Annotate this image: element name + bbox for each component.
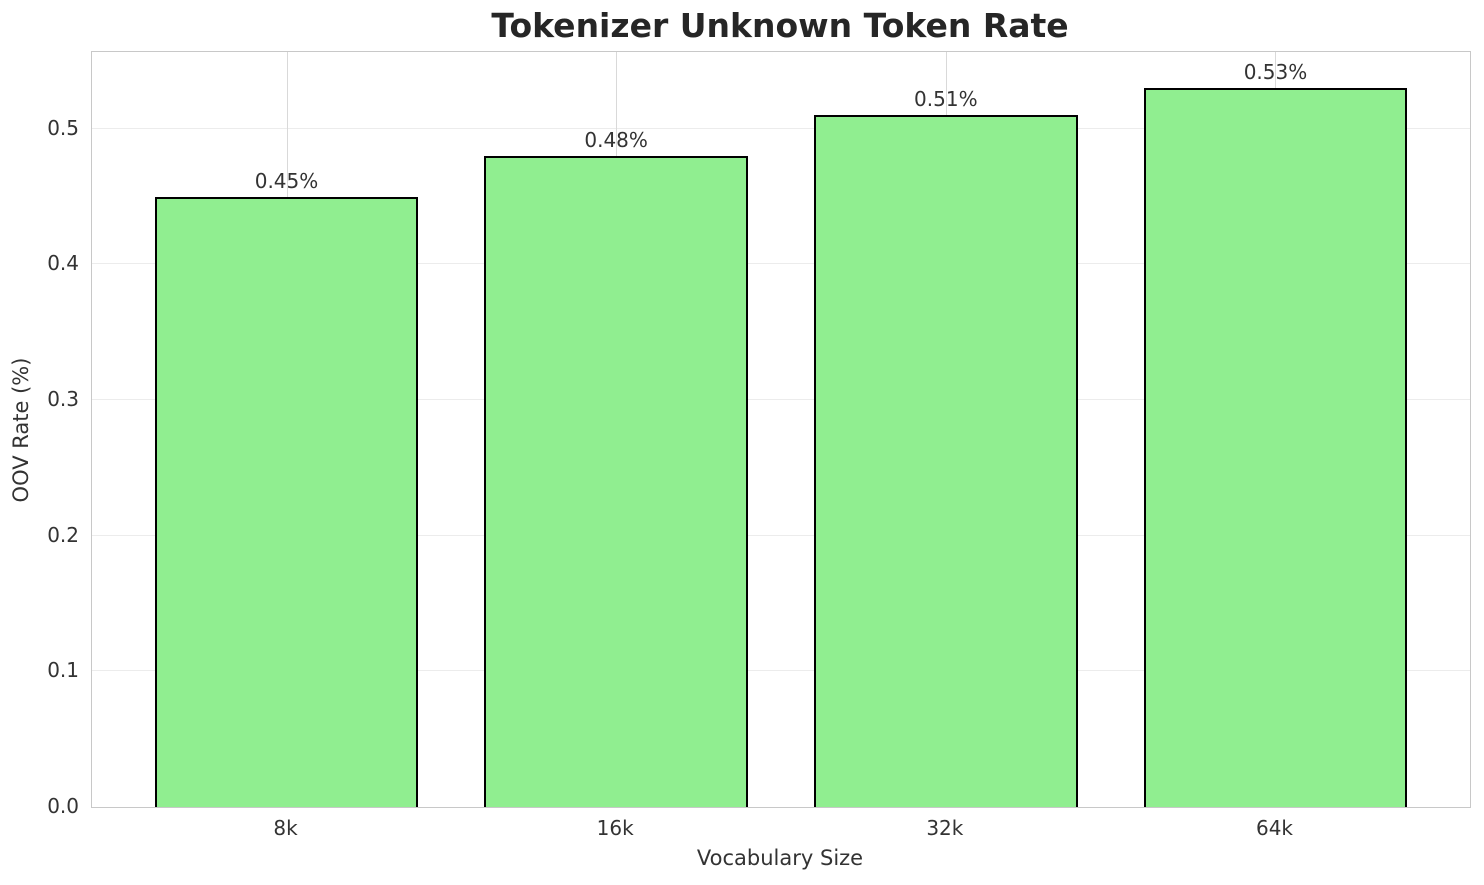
y-tick-label: 0.1 xyxy=(47,658,79,683)
bar xyxy=(1143,87,1408,807)
plot-area: 0.45% 0.48% 0.51% 0.53% xyxy=(91,51,1471,808)
bar-value-label: 0.51% xyxy=(914,87,978,112)
x-tick-label: 32k xyxy=(926,816,964,840)
x-tick-label: 64k xyxy=(1255,816,1293,840)
gridline-horizontal xyxy=(92,534,1470,536)
gridline-horizontal xyxy=(92,670,1470,672)
y-tick-label: 0.5 xyxy=(47,115,79,140)
x-tick-label: 8k xyxy=(273,816,298,840)
bar-value-label: 0.48% xyxy=(584,127,648,152)
bar xyxy=(154,196,419,807)
gridline-horizontal xyxy=(92,127,1470,129)
bar xyxy=(813,115,1078,807)
bar xyxy=(484,155,749,807)
gridline-horizontal xyxy=(92,263,1470,265)
x-tick-label: 16k xyxy=(596,816,634,840)
bar-value-label: 0.45% xyxy=(254,168,319,193)
y-tick-label: 0.2 xyxy=(47,522,79,547)
chart-title: Tokenizer Unknown Token Rate xyxy=(491,6,1069,45)
y-tick-label: 0.4 xyxy=(47,251,79,276)
x-axis-label: Vocabulary Size xyxy=(696,846,864,870)
y-tick-label: 0.0 xyxy=(47,794,79,818)
y-tick-label: 0.3 xyxy=(47,386,79,411)
gridline-horizontal xyxy=(92,399,1470,400)
bar-value-label: 0.53% xyxy=(1243,59,1308,84)
